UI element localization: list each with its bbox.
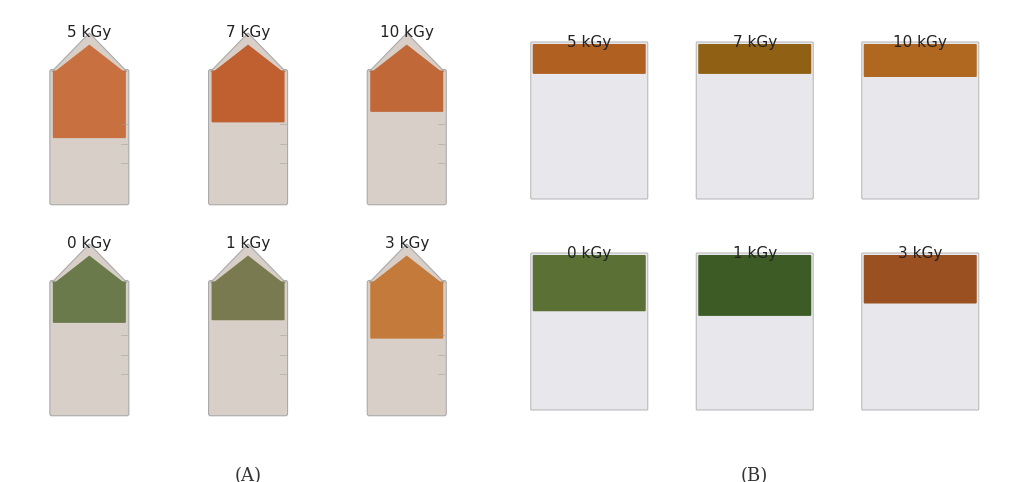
FancyBboxPatch shape xyxy=(531,253,647,410)
Polygon shape xyxy=(55,44,124,71)
Text: 7 kGy: 7 kGy xyxy=(732,35,777,50)
Polygon shape xyxy=(52,33,127,71)
FancyBboxPatch shape xyxy=(371,70,444,112)
FancyBboxPatch shape xyxy=(371,281,444,339)
FancyBboxPatch shape xyxy=(533,255,645,311)
FancyBboxPatch shape xyxy=(862,42,979,199)
Polygon shape xyxy=(52,244,127,282)
Text: 3 kGy: 3 kGy xyxy=(385,236,428,251)
Text: 3 kGy: 3 kGy xyxy=(899,246,942,261)
Polygon shape xyxy=(370,244,445,282)
Text: (B): (B) xyxy=(742,467,769,482)
Text: 10 kGy: 10 kGy xyxy=(893,35,947,50)
Polygon shape xyxy=(55,255,124,282)
Polygon shape xyxy=(372,44,442,71)
Text: 0 kGy: 0 kGy xyxy=(67,236,111,251)
Polygon shape xyxy=(214,44,283,71)
Polygon shape xyxy=(211,33,286,71)
Text: (A): (A) xyxy=(235,467,261,482)
FancyBboxPatch shape xyxy=(50,281,129,416)
Polygon shape xyxy=(372,255,442,282)
FancyBboxPatch shape xyxy=(212,281,285,320)
FancyBboxPatch shape xyxy=(864,255,977,304)
FancyBboxPatch shape xyxy=(209,69,288,205)
FancyBboxPatch shape xyxy=(368,281,447,416)
FancyBboxPatch shape xyxy=(696,253,813,410)
FancyBboxPatch shape xyxy=(864,44,977,77)
Polygon shape xyxy=(370,33,445,71)
FancyBboxPatch shape xyxy=(862,253,979,410)
Text: 1 kGy: 1 kGy xyxy=(226,236,270,251)
FancyBboxPatch shape xyxy=(53,70,126,138)
Text: 0 kGy: 0 kGy xyxy=(567,246,612,261)
FancyBboxPatch shape xyxy=(53,281,126,323)
Text: 5 kGy: 5 kGy xyxy=(567,35,612,50)
Polygon shape xyxy=(211,244,286,282)
FancyBboxPatch shape xyxy=(212,70,285,122)
Text: 7 kGy: 7 kGy xyxy=(226,25,270,40)
FancyBboxPatch shape xyxy=(698,44,811,74)
Text: 5 kGy: 5 kGy xyxy=(67,25,111,40)
Text: 1 kGy: 1 kGy xyxy=(732,246,777,261)
FancyBboxPatch shape xyxy=(368,69,447,205)
FancyBboxPatch shape xyxy=(533,44,645,74)
Text: 10 kGy: 10 kGy xyxy=(380,25,434,40)
FancyBboxPatch shape xyxy=(50,69,129,205)
FancyBboxPatch shape xyxy=(209,281,288,416)
FancyBboxPatch shape xyxy=(696,42,813,199)
FancyBboxPatch shape xyxy=(698,255,811,316)
Polygon shape xyxy=(214,255,283,282)
FancyBboxPatch shape xyxy=(531,42,647,199)
